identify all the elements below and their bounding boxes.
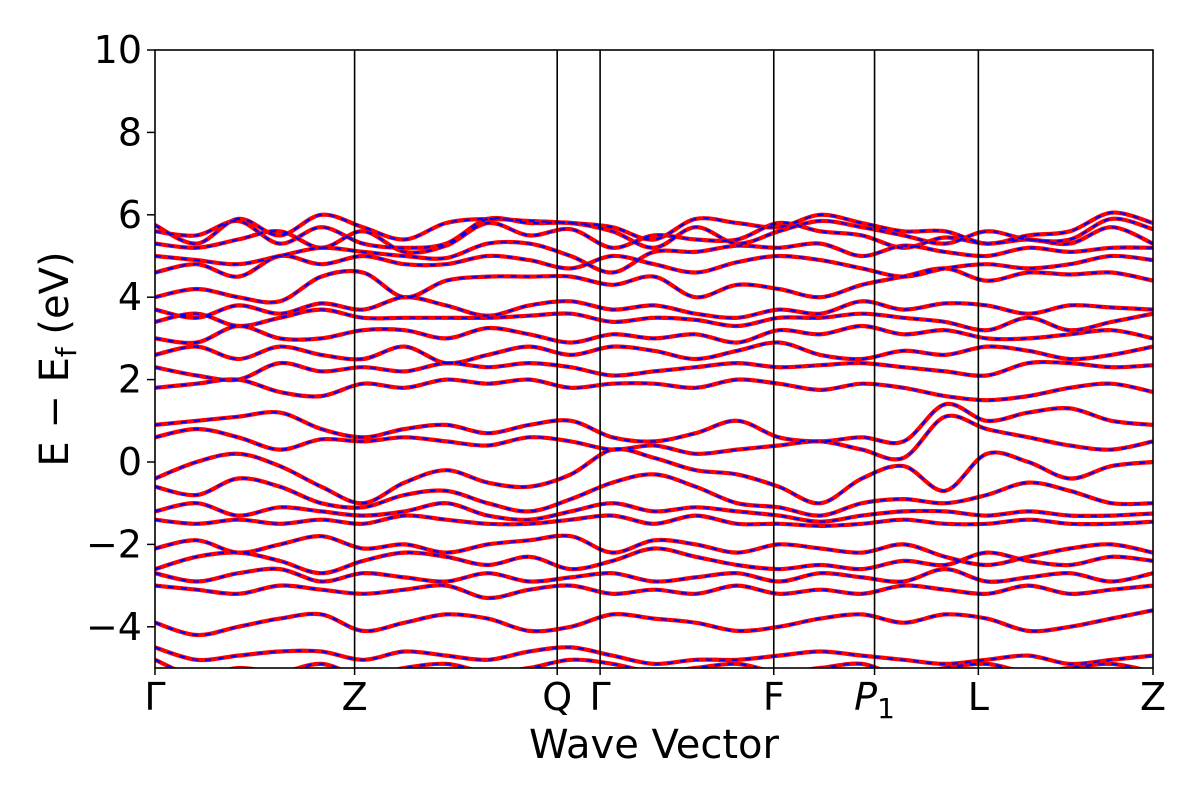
x-tick-label: Γ — [590, 675, 611, 719]
band-line-solid — [155, 583, 1153, 601]
y-axis-title: E − Ef (eV) — [32, 251, 83, 466]
band-line-solid — [155, 215, 1153, 250]
band-line-dashed — [155, 402, 1153, 445]
x-axis-title: Wave Vector — [529, 722, 780, 768]
band-line-dashed — [155, 609, 1153, 637]
y-tick-label: 10 — [94, 28, 142, 72]
band-line-dashed — [155, 414, 1153, 461]
x-tick-label: P1 — [854, 675, 895, 725]
band-line-solid — [155, 645, 1153, 667]
band-line-dashed — [155, 534, 1153, 567]
y-tick-label: 0 — [118, 440, 142, 484]
y-tick-label: 8 — [118, 110, 142, 154]
band-line-dashed — [155, 360, 1153, 382]
band-line-dashed — [155, 378, 1153, 402]
band-line-dashed — [155, 447, 1153, 505]
band-line-dashed — [155, 324, 1153, 345]
band-line-dashed — [155, 308, 1153, 332]
y-tick-label: −4 — [86, 605, 142, 649]
band-line-solid — [155, 253, 1153, 279]
x-tick-label: Z — [342, 675, 368, 719]
band-line-dashed — [155, 547, 1153, 575]
band-line-dashed — [155, 658, 1141, 668]
y-tick-label: 2 — [118, 358, 142, 402]
x-tick-label: Z — [1140, 675, 1166, 719]
x-tick-label: L — [968, 675, 989, 719]
band-line-dashed — [155, 473, 1153, 517]
band-line-dashed — [155, 514, 1153, 528]
band-line-dashed — [155, 296, 1153, 320]
x-tick-label: Q — [542, 675, 572, 719]
y-tick-label: −2 — [86, 522, 142, 566]
y-tick-label: 4 — [118, 275, 142, 319]
band-line-dashed — [155, 567, 1153, 583]
band-line-dashed — [155, 267, 1153, 304]
band-line-dashed — [155, 341, 1153, 365]
band-line-dashed — [155, 221, 1153, 254]
y-tick-label: 6 — [118, 193, 142, 237]
plot-frame — [154, 49, 1154, 669]
y-axis-title-sub: f — [50, 346, 83, 357]
y-axis-title-main: E − E — [32, 357, 78, 467]
x-tick-label: Γ — [144, 675, 165, 719]
x-tick-label: F — [763, 675, 785, 719]
y-axis-title-unit: (eV) — [32, 251, 78, 347]
band-line-dashed — [155, 502, 1153, 523]
